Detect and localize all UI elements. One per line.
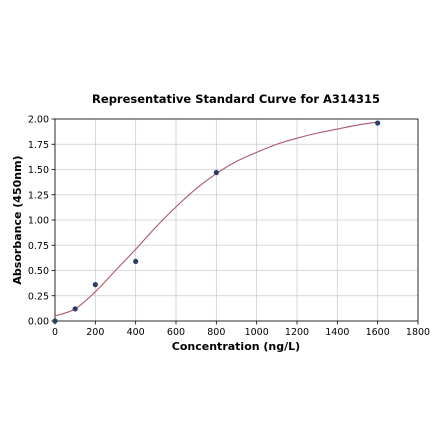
chart-title: Representative Standard Curve for A31431… <box>92 92 380 106</box>
grid <box>54 118 419 322</box>
data-point <box>92 282 98 288</box>
x-axis: 0 200 400 600 800 1000 1200 1400 1600 1800 <box>52 321 430 338</box>
y-axis: 0.00 0.25 0.50 0.75 1.00 1.25 1.50 1.75 2.00 <box>28 115 55 328</box>
y-tick-label: 2.00 <box>28 115 49 126</box>
y-tick-label: 0.00 <box>28 317 49 328</box>
y-tick-label: 0.75 <box>28 241 49 252</box>
y-tick-label: 0.25 <box>28 291 49 302</box>
x-tick-label: 400 <box>127 327 145 338</box>
x-tick-label: 200 <box>86 327 104 338</box>
data-point <box>133 258 139 265</box>
y-tick-label: 1.75 <box>28 140 49 151</box>
x-tick-label: 1600 <box>366 327 390 338</box>
data-point <box>375 120 381 126</box>
x-tick-label: 0 <box>52 327 58 338</box>
x-tick-label: 1200 <box>285 327 309 338</box>
x-tick-label: 1400 <box>325 327 349 338</box>
y-tick-label: 1.25 <box>28 190 49 201</box>
x-tick-label: 1800 <box>406 327 430 338</box>
data-points <box>52 120 381 324</box>
y-tick-label: 0.50 <box>28 266 49 277</box>
x-tick-label: 800 <box>207 327 225 338</box>
data-point <box>72 306 78 312</box>
y-tick-label: 1.50 <box>28 165 49 176</box>
y-tick-label: 1.00 <box>28 216 49 227</box>
data-point <box>52 318 58 324</box>
x-axis-label: Concentration (ng/L) <box>172 340 300 353</box>
x-tick-label: 600 <box>167 327 185 338</box>
y-axis-label: Absorbance (450nm) <box>11 155 24 284</box>
data-point <box>213 169 219 176</box>
x-tick-label: 1000 <box>245 327 269 338</box>
